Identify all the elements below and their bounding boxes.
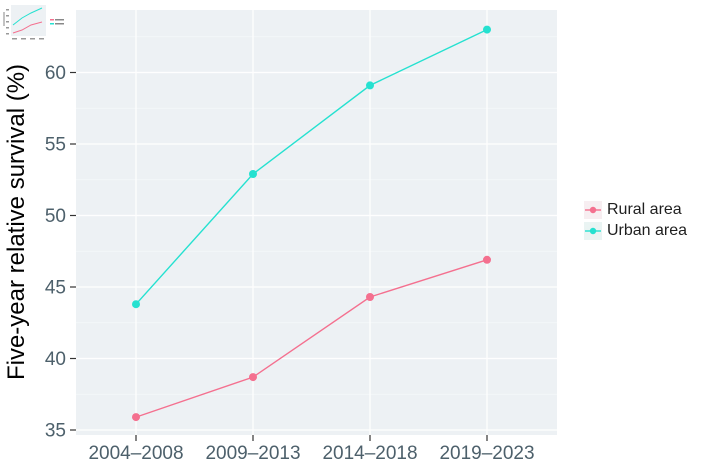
y-tick-labels: 35 40 45 50 55 60 bbox=[45, 63, 66, 442]
y-tick-label: 40 bbox=[45, 349, 66, 370]
y-tick-label: 35 bbox=[45, 421, 66, 442]
data-point-rural-area bbox=[366, 293, 374, 301]
series-line-rural-area bbox=[135, 259, 488, 418]
x-tick-labels: 2004–2008 2009–2013 2014–2018 2019–2023 bbox=[88, 443, 534, 464]
data-point-urban-area bbox=[483, 25, 491, 34]
y-tick-label: 60 bbox=[45, 63, 66, 84]
data-point-urban-area bbox=[132, 300, 140, 309]
mini-y-ticks-blur bbox=[6, 9, 9, 35]
y-tick-label: 50 bbox=[45, 206, 66, 227]
mini-chart-thumbnail bbox=[3, 5, 64, 40]
mini-y-title-blur bbox=[3, 12, 5, 26]
mini-legend-blur bbox=[50, 19, 64, 25]
data-point-rural-area bbox=[483, 255, 491, 264]
data-point-urban-area bbox=[249, 170, 257, 178]
legend-item-rural: Rural area bbox=[584, 201, 687, 219]
data-point-rural-area bbox=[132, 413, 140, 422]
legend-key-urban-icon bbox=[584, 222, 602, 240]
series-group bbox=[132, 25, 491, 422]
legend-item-urban: Urban area bbox=[584, 222, 687, 240]
gridlines-minor bbox=[76, 36, 557, 395]
y-axis-title: Five-year relative survival (%) bbox=[3, 64, 30, 380]
y-tick-label: 55 bbox=[45, 135, 66, 156]
axis-ticks bbox=[70, 71, 488, 441]
x-tick-label: 2004–2008 bbox=[88, 443, 183, 464]
legend-label-rural: Rural area bbox=[607, 201, 682, 218]
mini-panel bbox=[11, 5, 46, 36]
data-point-urban-area bbox=[366, 81, 374, 90]
x-tick-label: 2014–2018 bbox=[322, 443, 417, 464]
legend-label-urban: Urban area bbox=[607, 222, 688, 239]
mini-urban-line bbox=[12, 7, 43, 26]
legend-key-rural-icon bbox=[584, 201, 602, 219]
y-tick-label: 45 bbox=[45, 278, 66, 299]
series-line-urban-area bbox=[135, 28, 488, 305]
legend: Rural area Urban area bbox=[584, 201, 687, 240]
plot-panel bbox=[76, 10, 557, 435]
x-tick-label: 2019–2023 bbox=[439, 443, 534, 464]
mini-rural-line bbox=[12, 21, 43, 34]
x-tick-label: 2009–2013 bbox=[205, 443, 300, 464]
data-point-rural-area bbox=[249, 373, 257, 382]
mini-x-ticks-blur bbox=[12, 38, 44, 40]
gridlines-major bbox=[76, 10, 557, 435]
